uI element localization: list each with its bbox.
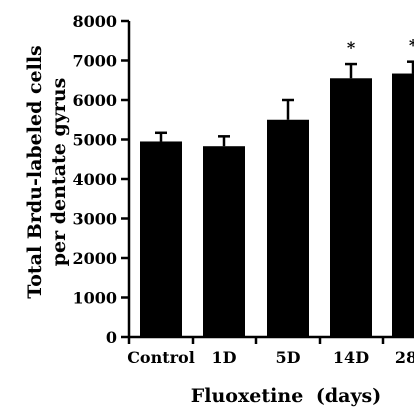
y-axis-label-line2: per dentate gyrus bbox=[48, 78, 70, 267]
y-axis: 0 1000 2000 3000 4000 5000 6000 7000 8000 bbox=[72, 12, 131, 347]
x-tick-label: 14D bbox=[333, 348, 369, 367]
bar bbox=[392, 73, 414, 337]
x-axis bbox=[127, 335, 414, 344]
y-tick-label: 2000 bbox=[72, 249, 117, 268]
y-tick-label: 5000 bbox=[72, 131, 117, 150]
x-tick-label: 28D bbox=[395, 348, 414, 367]
bar bbox=[140, 141, 182, 337]
y-tick-label: 8000 bbox=[72, 12, 117, 31]
bar bbox=[330, 78, 372, 338]
y-tick-label: 1000 bbox=[72, 289, 117, 308]
bar bbox=[267, 119, 309, 337]
significance-star: * bbox=[409, 36, 414, 55]
y-tick-label: 6000 bbox=[72, 91, 117, 110]
y-tick-label: 7000 bbox=[72, 52, 117, 71]
bar bbox=[203, 146, 245, 337]
x-tick-label: 1D bbox=[211, 348, 236, 367]
y-axis-label-line1: Total Brdu-labeled cells bbox=[24, 45, 46, 299]
x-tick-label: Control bbox=[127, 348, 195, 367]
significance-star: * bbox=[347, 38, 356, 57]
y-tick-label: 0 bbox=[106, 328, 117, 347]
y-tick-label: 3000 bbox=[72, 210, 117, 229]
bars bbox=[140, 73, 414, 338]
y-tick-label: 4000 bbox=[72, 170, 117, 189]
x-axis-label: Fluoxetine (days) bbox=[191, 385, 381, 407]
x-tick-labels: Control 1D 5D 14D 28D bbox=[127, 348, 414, 367]
x-tick-label: 5D bbox=[275, 348, 300, 367]
error-bars bbox=[155, 60, 414, 147]
significance-marks: ** bbox=[347, 36, 414, 57]
